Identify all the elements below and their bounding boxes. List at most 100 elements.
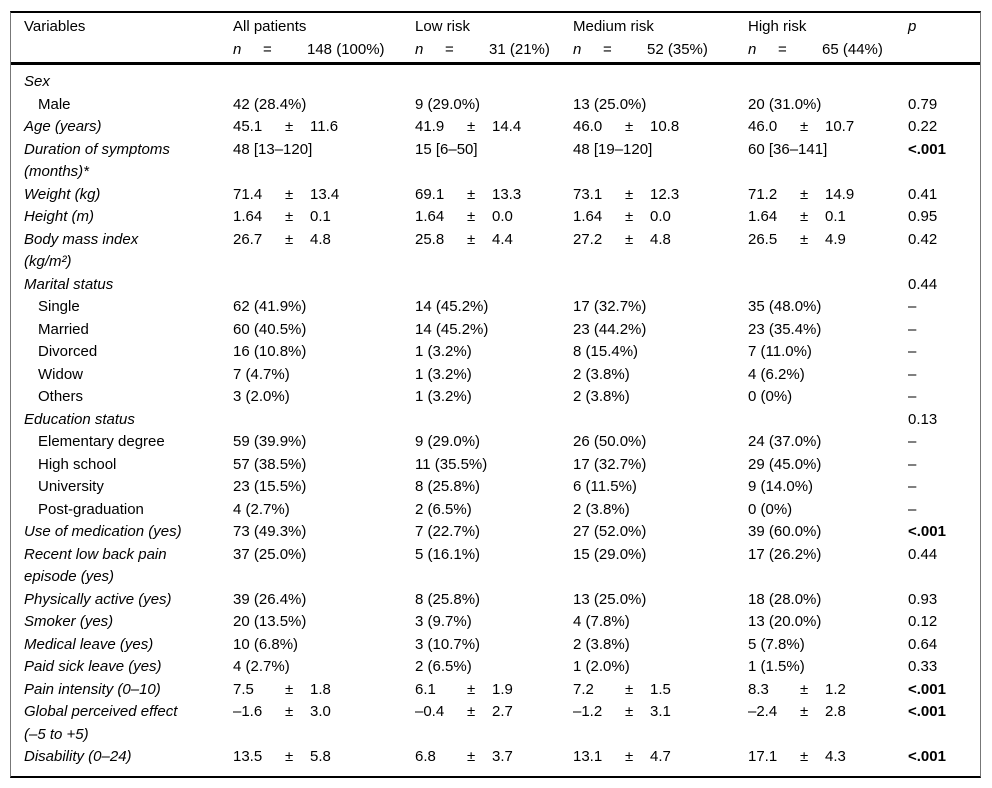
cell-value: 11 (35.5%) — [415, 455, 488, 473]
row-label: Medical leave (yes) — [24, 635, 154, 653]
cell-value: 73 (49.3%) — [233, 523, 307, 540]
plus-minus-sign: ± — [800, 230, 809, 248]
column-title: Variables — [24, 18, 86, 35]
sd-value: 2.7 — [492, 703, 513, 720]
data-cell: 9 (14.0%) — [748, 476, 908, 499]
cell-value: 57 (38.5%) — [233, 455, 307, 473]
cell-value: 59 (39.9%) — [233, 433, 307, 450]
cell-value: 48 [19–120] — [573, 140, 653, 158]
table-row-male: Male 42 (28.4%) 9 (29.0%) 13 (25.0%) 20 (31.… — [24, 94, 980, 117]
data-cell: 11 (35.5%) — [415, 454, 573, 477]
mean-value: –2.4 — [748, 703, 778, 720]
p-value: 0.13 — [908, 410, 938, 428]
cell-value: 7 (22.7%) — [415, 523, 481, 540]
cell-value: 26 (50.0%) — [573, 433, 647, 450]
cell-value: 23 (44.2%) — [573, 320, 647, 338]
mean-value: 7.2 — [573, 680, 594, 698]
row-label: Body mass index (kg/m²) — [24, 230, 139, 271]
data-cell: 8 (25.8%) — [415, 476, 573, 499]
data-cell: 39 (60.0%) — [748, 521, 908, 544]
sd-value: 2.8 — [825, 703, 846, 720]
p-value: – — [908, 365, 917, 383]
p-value: 0.22 — [908, 118, 938, 135]
sd-value: 5.8 — [310, 748, 331, 765]
row-label: Weight (kg) — [24, 185, 101, 203]
row-label: Elementary degree — [38, 433, 165, 450]
row-label: Education status — [24, 410, 135, 428]
data-cell: 17 (32.7%) — [573, 296, 748, 319]
plus-minus-sign: ± — [625, 118, 634, 135]
data-cell: 17.1 ±4.3 — [748, 746, 908, 769]
p-value: 0.44 — [908, 275, 938, 293]
cell-value: 1 (3.2%) — [415, 365, 472, 383]
data-cell: 20 (31.0%) — [748, 94, 908, 117]
p-value: 0.41 — [908, 185, 938, 203]
p-value: 0.64 — [908, 635, 938, 653]
cell-value: 1 (3.2%) — [415, 388, 472, 405]
sd-value: 0.0 — [650, 208, 671, 225]
data-cell: 23 (44.2%) — [573, 319, 748, 342]
cell-value: 27 (52.0%) — [573, 523, 647, 540]
cell-value: 2 (3.8%) — [573, 635, 630, 653]
table-row-divorced: Divorced 16 (10.8%) 1 (3.2%) 8 (15.4%) 7 (11… — [24, 341, 980, 364]
data-cell: 59 (39.9%) — [233, 431, 415, 454]
p-value: – — [908, 500, 917, 518]
column-title: Medium risk — [573, 18, 654, 35]
data-cell: 7 (11.0%) — [748, 341, 908, 364]
row-label: Age (years) — [24, 118, 102, 135]
data-cell: 2 (6.5%) — [415, 656, 573, 679]
data-cell: 46.0 ±10.8 — [573, 116, 748, 139]
cell-value: 17 (32.7%) — [573, 298, 647, 315]
table-row-age-years: Age (years) 45.1 ±11.6 41.9 ±14.4 46.0 ±10.8 46… — [24, 116, 980, 139]
plus-minus-sign: ± — [467, 185, 476, 203]
cell-value: 9 (29.0%) — [415, 95, 481, 113]
data-cell: 37 (25.0%) — [233, 544, 415, 567]
sd-value: 1.2 — [825, 680, 846, 698]
cell-value: 4 (7.8%) — [573, 613, 630, 630]
table-row-duration-of-symptoms-months: Duration of symptoms (months)* 48 [13–120… — [24, 139, 980, 184]
column-title: High risk — [748, 18, 807, 35]
plus-minus-sign: ± — [285, 230, 294, 248]
data-cell: 5 (7.8%) — [748, 634, 908, 657]
cell-value: 17 (26.2%) — [748, 545, 822, 563]
header-cell-low-risk: Low risk n = 31 (21%) — [415, 16, 573, 61]
equals-sign: = — [603, 40, 612, 58]
cell-value: 20 (13.5%) — [233, 613, 307, 630]
data-cell: 13 (25.0%) — [573, 94, 748, 117]
table-row-height-m: Height (m) 1.64 ±0.1 1.64 ±0.0 1.64 ±0.0 1.64 ±0… — [24, 206, 980, 229]
data-cell: 1.64 ±0.0 — [573, 206, 748, 229]
data-cell: 7.5 ±1.8 — [233, 679, 415, 702]
data-cell: 4 (7.8%) — [573, 611, 748, 634]
mean-value: 1.64 — [573, 208, 603, 225]
n-symbol: n — [748, 40, 757, 58]
p-value: – — [908, 478, 917, 495]
cell-value: 3 (2.0%) — [233, 388, 290, 405]
data-cell: 18 (28.0%) — [748, 589, 908, 612]
data-cell: –0.4 ±2.7 — [415, 701, 573, 724]
table-row-high-school: High school 57 (38.5%) 11 (35.5%) 17 (32.7%… — [24, 454, 980, 477]
sample-size-line: n = 31 (21%) — [415, 39, 573, 62]
cell-value: 9 (29.0%) — [415, 433, 481, 450]
data-cell: 46.0 ±10.7 — [748, 116, 908, 139]
plus-minus-sign: ± — [467, 230, 476, 248]
data-cell: 4 (2.7%) — [233, 656, 415, 679]
table-row-married: Married 60 (40.5%) 14 (45.2%) 23 (44.2%) 23 … — [24, 319, 980, 342]
mean-value: 26.5 — [748, 230, 778, 248]
cell-value: 0 (0%) — [748, 500, 793, 518]
row-label: Married — [38, 320, 89, 338]
p-value: – — [908, 388, 917, 405]
sd-value: 14.9 — [825, 185, 855, 203]
cell-value: 5 (16.1%) — [415, 545, 481, 563]
row-label: Height (m) — [24, 208, 95, 225]
data-cell: 14 (45.2%) — [415, 319, 573, 342]
row-label: Paid sick leave (yes) — [24, 658, 162, 675]
sd-value: 0.1 — [825, 208, 846, 225]
data-cell: 6 (11.5%) — [573, 476, 748, 499]
plus-minus-sign: ± — [285, 748, 294, 765]
cell-value: 13 (25.0%) — [573, 95, 647, 113]
plus-minus-sign: ± — [625, 208, 634, 225]
p-value: <.001 — [908, 140, 946, 158]
plus-minus-sign: ± — [467, 703, 476, 720]
data-cell: 13.1 ±4.7 — [573, 746, 748, 769]
